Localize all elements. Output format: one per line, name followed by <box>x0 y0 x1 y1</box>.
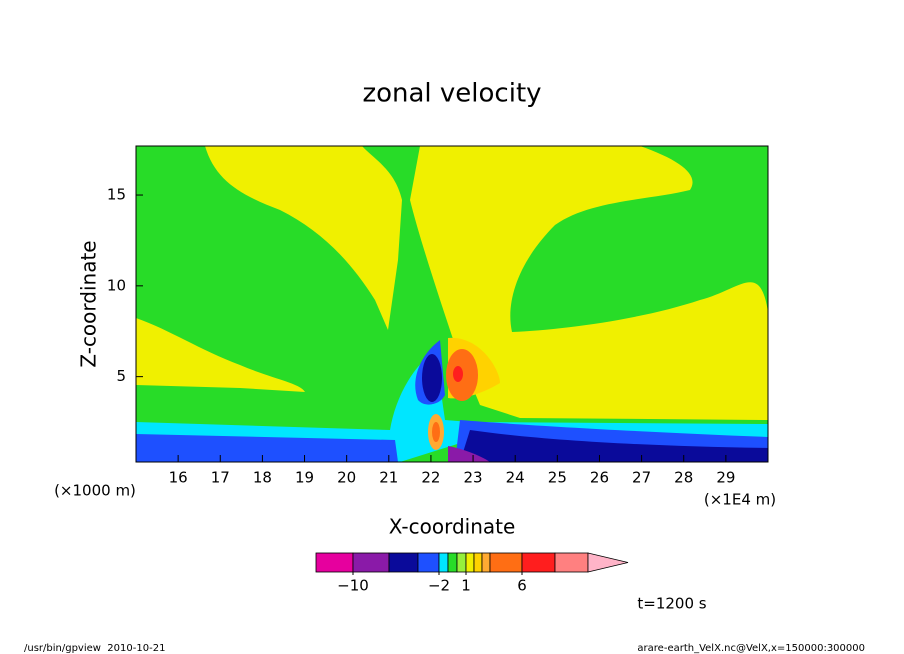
x-tick-label: 26 <box>590 469 609 487</box>
colorbar-box <box>489 552 523 573</box>
x-tick-label: 27 <box>632 469 651 487</box>
y-axis-label: Z-coordinate <box>77 240 101 367</box>
x-unit: (×1E4 m) <box>704 491 776 509</box>
x-tick-label: 18 <box>253 469 272 487</box>
time-label: t=1200 s <box>637 595 706 613</box>
contour-region <box>410 146 768 420</box>
x-tick-label: 28 <box>674 469 693 487</box>
contour-region <box>205 146 402 330</box>
y-tick-label: 5 <box>116 367 126 385</box>
colorbar-box <box>315 552 354 573</box>
contour-region <box>453 366 463 382</box>
colorbar-box <box>481 552 491 573</box>
x-tick-label: 24 <box>506 469 525 487</box>
colorbar-box <box>417 552 440 573</box>
x-tick-label: 20 <box>337 469 356 487</box>
x-tick-label: 17 <box>211 469 230 487</box>
colorbar-box <box>521 552 556 573</box>
x-axis-label: X-coordinate <box>389 515 516 539</box>
colorbar-tick-label: 6 <box>517 577 527 595</box>
colorbar-tick-label: −10 <box>337 577 369 595</box>
x-tick-label: 29 <box>716 469 735 487</box>
colorbar-box <box>352 552 390 573</box>
colorbar-box <box>465 552 475 573</box>
colorbar-extension <box>587 552 629 573</box>
contour-region <box>432 422 440 442</box>
x-tick-label: 25 <box>548 469 567 487</box>
x-tick-label: 16 <box>169 469 188 487</box>
plot-frame <box>135 145 769 463</box>
x-tick-label: 23 <box>464 469 483 487</box>
y-tick-label: 10 <box>107 276 126 294</box>
colorbar-box <box>554 552 589 573</box>
y-tick-label: 15 <box>107 186 126 204</box>
colorbar-box <box>438 552 449 573</box>
colorbar-box <box>456 552 467 573</box>
footer-right: arare-earth_VelX.nc@VelX,x=150000:300000 <box>637 643 865 654</box>
footer-left: /usr/bin/gpview 2010-10-21 <box>24 643 165 654</box>
contour-region <box>136 318 305 392</box>
colorbar-box <box>473 552 483 573</box>
colorbar-box <box>388 552 419 573</box>
colorbar-box <box>447 552 458 573</box>
x-tick-label: 21 <box>379 469 398 487</box>
x-tick-label: 22 <box>421 469 440 487</box>
contour-region <box>460 430 768 462</box>
colorbar-tick-label: 1 <box>461 577 471 595</box>
contour-region <box>422 354 442 402</box>
colorbar-tick-label: −2 <box>428 577 450 595</box>
x-tick-label: 19 <box>295 469 314 487</box>
y-unit: (×1000 m) <box>54 482 136 500</box>
chart-title: zonal velocity <box>362 79 541 109</box>
contour-field <box>135 145 769 463</box>
contour-region <box>448 446 490 462</box>
contour-region <box>136 434 398 462</box>
